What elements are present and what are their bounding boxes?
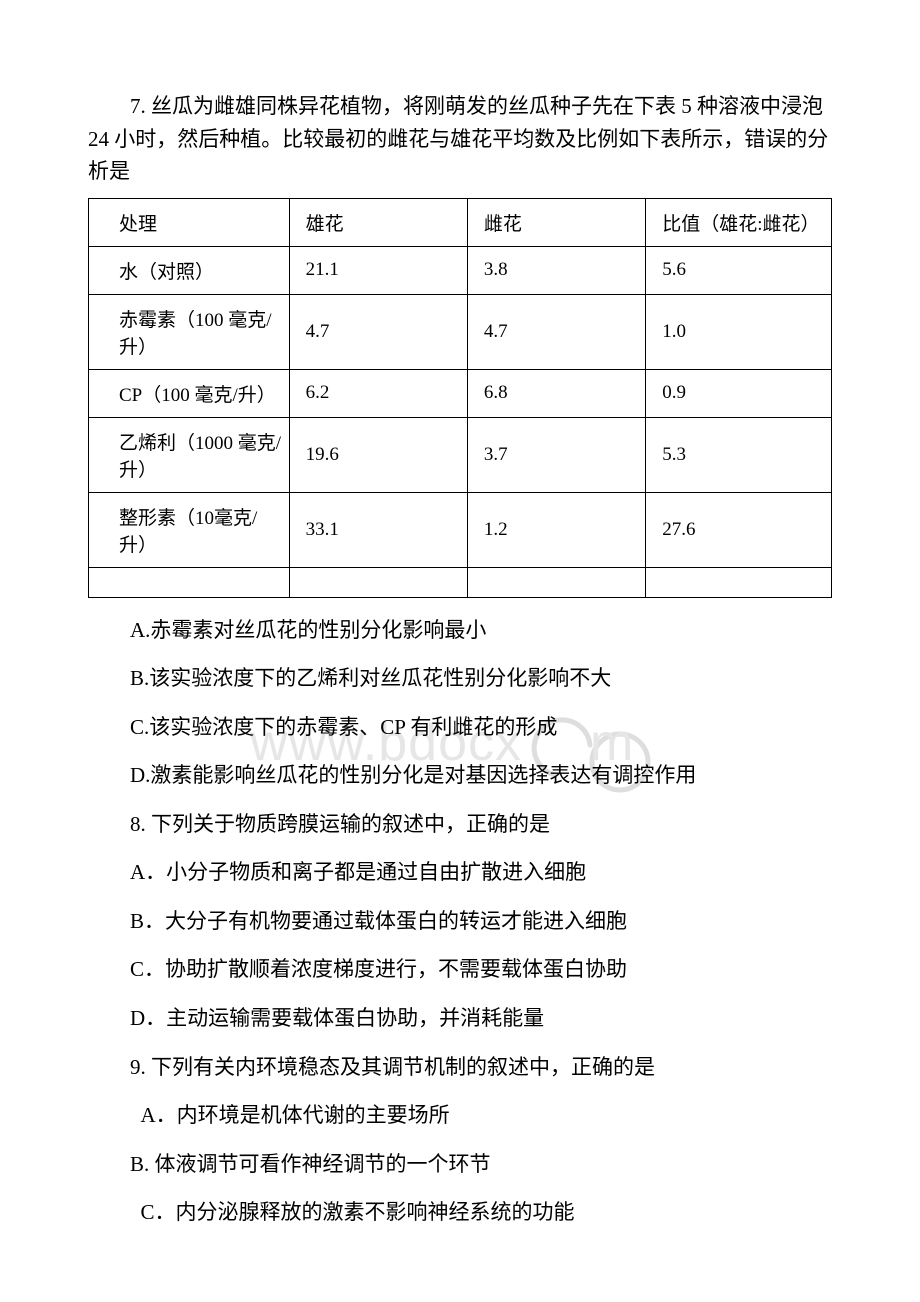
q7-option-a: A.赤霉素对丝瓜花的性别分化影响最小 [88, 614, 832, 647]
table-empty-row [89, 567, 832, 597]
table-cell: 21.1 [289, 246, 467, 294]
table-cell: 1.0 [646, 294, 832, 369]
table-cell [646, 567, 832, 597]
table-cell [89, 567, 290, 597]
table-cell: 5.3 [646, 417, 832, 492]
table-cell: 4.7 [467, 294, 645, 369]
table-cell: 1.2 [467, 492, 645, 567]
table-row: CP（100 毫克/升）6.26.80.9 [89, 369, 832, 417]
document-content: 7. 丝瓜为雌雄同株异花植物，将刚萌发的丝瓜种子先在下表 5 种溶液中浸泡 24… [88, 90, 832, 1229]
table-row: 整形素（10毫克/升）33.11.227.6 [89, 492, 832, 567]
table-cell: 6.2 [289, 369, 467, 417]
table-cell [467, 567, 645, 597]
table-cell: 0.9 [646, 369, 832, 417]
table-cell [289, 567, 467, 597]
table-cell: 乙烯利（1000 毫克/升） [89, 417, 290, 492]
q9-option-b: B. 体液调节可看作神经调节的一个环节 [88, 1148, 832, 1181]
table-cell: 6.8 [467, 369, 645, 417]
table-cell: 3.7 [467, 417, 645, 492]
q8-option-c: C．协助扩散顺着浓度梯度进行，不需要载体蛋白协助 [88, 953, 832, 986]
q8-stem: 8. 下列关于物质跨膜运输的叙述中，正确的是 [88, 808, 832, 841]
q7-option-c: C.该实验浓度下的赤霉素、CP 有利雌花的形成 [88, 711, 832, 744]
q8-option-a: A．小分子物质和离子都是通过自由扩散进入细胞 [88, 856, 832, 889]
q9-option-c: C．内分泌腺释放的激素不影响神经系统的功能 [88, 1196, 832, 1229]
table-cell: 4.7 [289, 294, 467, 369]
table-header-cell: 比值（雄花:雌花） [646, 198, 832, 246]
q7-option-d: D.激素能影响丝瓜花的性别分化是对基因选择表达有调控作用 [88, 759, 832, 792]
table-cell: 33.1 [289, 492, 467, 567]
table-cell: 水（对照） [89, 246, 290, 294]
table-row: 赤霉素（100 毫克/升）4.74.71.0 [89, 294, 832, 369]
q7-table: 处理雄花雌花比值（雄花:雌花）水（对照）21.13.85.6赤霉素（100 毫克… [88, 198, 832, 598]
table-cell: CP（100 毫克/升） [89, 369, 290, 417]
table-cell: 整形素（10毫克/升） [89, 492, 290, 567]
q9-option-a: A．内环境是机体代谢的主要场所 [88, 1099, 832, 1132]
table-header-cell: 雌花 [467, 198, 645, 246]
q7-option-b: B.该实验浓度下的乙烯利对丝瓜花性别分化影响不大 [88, 662, 832, 695]
table-header-cell: 雄花 [289, 198, 467, 246]
q7-stem: 7. 丝瓜为雌雄同株异花植物，将刚萌发的丝瓜种子先在下表 5 种溶液中浸泡 24… [88, 90, 832, 188]
q9-stem: 9. 下列有关内环境稳态及其调节机制的叙述中，正确的是 [88, 1051, 832, 1084]
table-header-row: 处理雄花雌花比值（雄花:雌花） [89, 198, 832, 246]
table-header-cell: 处理 [89, 198, 290, 246]
table-cell: 27.6 [646, 492, 832, 567]
table-row: 乙烯利（1000 毫克/升）19.63.75.3 [89, 417, 832, 492]
table-cell: 3.8 [467, 246, 645, 294]
table-cell: 5.6 [646, 246, 832, 294]
q8-option-b: B．大分子有机物要通过载体蛋白的转运才能进入细胞 [88, 905, 832, 938]
table-row: 水（对照）21.13.85.6 [89, 246, 832, 294]
table-cell: 19.6 [289, 417, 467, 492]
q8-option-d: D．主动运输需要载体蛋白协助，并消耗能量 [88, 1002, 832, 1035]
table-cell: 赤霉素（100 毫克/升） [89, 294, 290, 369]
